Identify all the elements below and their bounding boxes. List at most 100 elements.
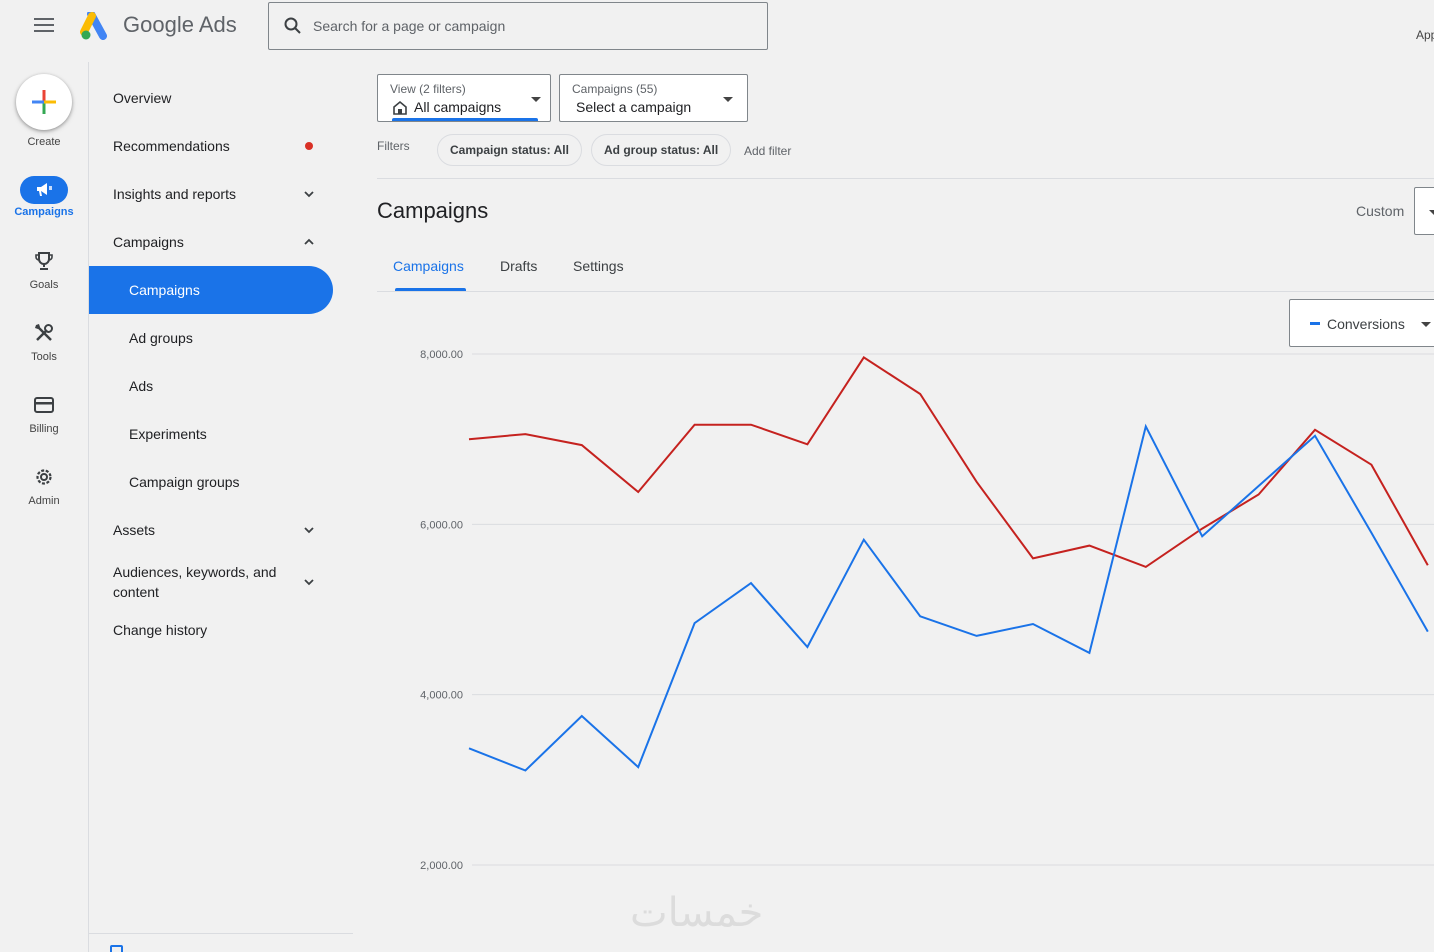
caret-down-icon (531, 97, 541, 102)
top-bar: Google Ads App (0, 0, 1434, 52)
search-icon (284, 17, 301, 34)
watermark-logo: خمسات (630, 890, 764, 936)
filters-divider (377, 178, 1434, 179)
rail-admin[interactable]: Admin (0, 466, 88, 507)
nav-campaigns[interactable]: Campaigns (89, 266, 333, 314)
nav-divider (89, 933, 353, 934)
rail-tools-label: Tools (31, 351, 57, 363)
home-icon (393, 100, 407, 115)
campaign-dropdown-value: Select a campaign (576, 99, 692, 115)
nav-audiences[interactable]: Audiences, keywords, and content (89, 554, 353, 610)
nav-campaign-groups[interactable]: Campaign groups (89, 458, 353, 506)
brand-title: Google Ads (123, 12, 237, 38)
chevron-down-icon (304, 191, 314, 198)
nav-ad-groups[interactable]: Ad groups (89, 314, 353, 362)
nav-change-history[interactable]: Change history (89, 610, 353, 650)
y-tick-label: 2,000.00 (420, 860, 463, 872)
apps-label[interactable]: App (1416, 28, 1434, 42)
nav-ads-label: Ads (129, 378, 154, 394)
credit-card-icon (34, 397, 54, 413)
search-box[interactable] (268, 2, 768, 50)
alert-dot (305, 142, 313, 150)
nav-audiences-label: Audiences, keywords, and content (113, 564, 277, 600)
y-tick-label: 8,000.00 (420, 349, 463, 361)
view-dropdown[interactable]: View (2 filters) All campaigns (377, 74, 551, 122)
tab-drafts[interactable]: Drafts (500, 258, 538, 274)
metric-swatch (1310, 322, 1320, 325)
rail-billing-label: Billing (29, 423, 59, 435)
metric-selector[interactable]: Conversions (1289, 299, 1434, 347)
rail-tools[interactable]: Tools (0, 322, 88, 363)
google-ads-logo-icon (80, 12, 107, 40)
nav-campaigns-group[interactable]: Campaigns (89, 218, 353, 266)
tools-icon (35, 324, 53, 341)
side-nav: Overview Recommendations Insights and re… (89, 74, 353, 650)
campaigns-rail-pill (20, 176, 68, 204)
nav-experiments-label: Experiments (129, 426, 207, 442)
nav-insights[interactable]: Insights and reports (89, 170, 353, 218)
campaign-dropdown[interactable]: Campaigns (55) Select a campaign (559, 74, 748, 122)
rail-goals-label: Goals (29, 279, 59, 291)
rail-create[interactable]: Create (0, 134, 88, 148)
metric-selector-label: Conversions (1327, 316, 1405, 332)
nav-assets[interactable]: Assets (89, 506, 353, 554)
page-title: Campaigns (377, 198, 489, 223)
view-dropdown-caption: View (2 filters) (390, 82, 466, 96)
filter-chip-campaign-status[interactable]: Campaign status: All (437, 134, 582, 166)
filters-label: Filters (377, 139, 410, 153)
tab-campaigns[interactable]: Campaigns (393, 258, 464, 274)
rail-divider (88, 62, 89, 952)
nav-overview-label: Overview (113, 90, 172, 106)
megaphone-icon (37, 183, 52, 196)
nav-overview[interactable]: Overview (89, 74, 353, 122)
chevron-up-icon (304, 238, 314, 245)
nav-change-history-label: Change history (113, 622, 208, 638)
plus-icon (32, 90, 56, 114)
view-dropdown-value: All campaigns (414, 99, 502, 115)
rail-goals[interactable]: Goals (0, 250, 88, 291)
add-filter-link[interactable]: Add filter (744, 144, 792, 158)
nav-assets-label: Assets (113, 522, 156, 538)
active-tab-indicator (395, 288, 466, 291)
nav-ads[interactable]: Ads (89, 362, 353, 410)
menu-icon[interactable] (34, 18, 54, 34)
rail-campaigns-label: Campaigns (14, 206, 74, 218)
nav-ad-groups-label: Ad groups (129, 330, 193, 346)
nav-insights-label: Insights and reports (113, 186, 236, 202)
date-range-picker[interactable] (1414, 187, 1434, 235)
nav-campaigns-group-label: Campaigns (113, 234, 184, 250)
rail-admin-label: Admin (28, 495, 60, 507)
performance-chart: 8,000.00 6,000.00 4,000.00 2,000.00 (420, 349, 1434, 872)
y-tick-label: 6,000.00 (420, 519, 463, 531)
nav-experiments[interactable]: Experiments (89, 410, 353, 458)
caret-down-icon (1429, 210, 1434, 215)
series-line-blue (468, 423, 1429, 772)
date-range-label: Custom (1356, 203, 1405, 219)
campaign-dropdown-caption: Campaigns (55) (572, 82, 658, 96)
nav-recommendations[interactable]: Recommendations (89, 122, 353, 170)
trophy-icon (35, 252, 53, 270)
create-button[interactable] (16, 74, 72, 130)
chevron-down-icon (304, 527, 314, 534)
y-tick-label: 4,000.00 (420, 690, 463, 702)
series-line-red (468, 356, 1429, 569)
brand-google: Google (123, 12, 194, 37)
nav-campaigns-label: Campaigns (129, 282, 200, 298)
caret-down-icon (723, 97, 733, 102)
rail-campaigns[interactable]: Campaigns (0, 176, 88, 218)
left-rail: Create Campaigns Goals Tools Billing Adm… (0, 62, 88, 952)
checkbox-icon[interactable] (110, 945, 123, 952)
brand-ads: Ads (198, 12, 237, 37)
chevron-down-icon (304, 579, 314, 586)
filter-chip-ad-group-status[interactable]: Ad group status: All (591, 134, 732, 166)
tabs-divider (377, 291, 1434, 292)
rail-billing[interactable]: Billing (0, 394, 88, 435)
caret-down-icon (1421, 322, 1431, 327)
nav-campaign-groups-label: Campaign groups (129, 474, 240, 490)
tab-settings[interactable]: Settings (573, 258, 624, 274)
nav-recommendations-label: Recommendations (113, 138, 230, 154)
search-input[interactable] (313, 18, 733, 34)
view-dropdown-underline (392, 118, 538, 121)
rail-create-label: Create (27, 136, 61, 148)
gear-icon (36, 469, 52, 485)
